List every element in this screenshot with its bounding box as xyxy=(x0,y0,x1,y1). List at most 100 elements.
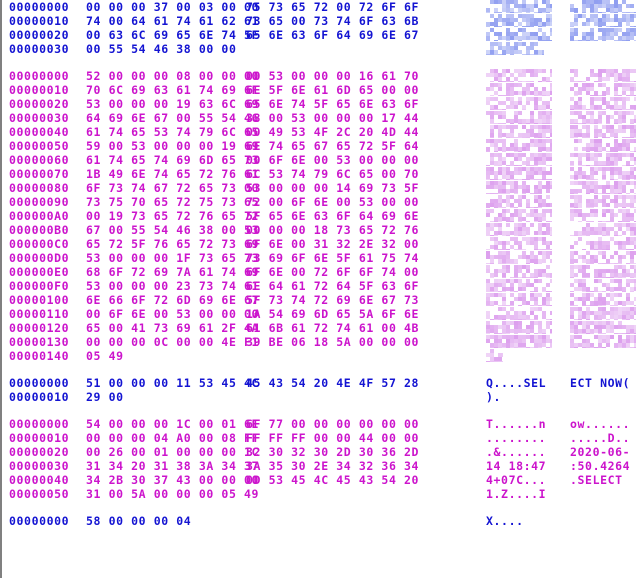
hex-dump-block: 00000000 51 00 00 00 11 53 45 4C 45 43 54 … xyxy=(2,376,639,404)
hex-dump-row[interactable]: 00000020 00 63 6C 69 65 6E 74 5F 65 6E 63 … xyxy=(2,28,639,42)
ascii-text-right: :50.4264 xyxy=(570,459,631,473)
hex-bytes-right: 00 53 00 00 00 16 61 70 xyxy=(246,69,420,83)
hex-bytes-left: 31 34 20 31 38 3A 34 37 xyxy=(86,459,260,473)
ascii-text-right: .SELECT xyxy=(570,473,631,487)
hex-bytes-right: 00 6F 6E 00 53 00 00 00 xyxy=(246,153,420,167)
hex-bytes-left: 73 75 70 65 72 75 73 65 xyxy=(86,195,260,209)
ascii-redacted-left xyxy=(486,279,564,292)
hex-bytes-right: 5F 73 74 72 69 6E 67 73 xyxy=(246,293,420,307)
hex-bytes-right: 6E 64 61 72 64 5F 63 6F xyxy=(246,279,420,293)
ascii-text-left: ........ xyxy=(486,431,547,445)
ascii-redacted-right xyxy=(564,209,639,222)
ascii-text-left: X.... xyxy=(486,514,524,528)
hex-dump-row[interactable]: 000000C0 65 72 5F 76 65 72 73 69 6F 6E 00 … xyxy=(2,237,639,251)
hex-dump-row[interactable]: 00000060 61 74 65 74 69 6D 65 73 00 6F 6E … xyxy=(2,153,639,167)
hex-offset: 000000A0 xyxy=(9,209,70,223)
hex-dump-row[interactable]: 000000B0 67 00 55 54 46 38 00 53 00 00 00 … xyxy=(2,223,639,237)
hex-dump-row[interactable]: 00000020 00 26 00 01 00 00 00 1C 32 30 32 … xyxy=(2,445,639,459)
hex-bytes-left: 53 00 00 00 23 73 74 61 xyxy=(86,279,260,293)
hex-dump-row[interactable]: 000000E0 68 6F 72 69 7A 61 74 69 6F 6E 00 … xyxy=(2,265,639,279)
hex-offset: 00000080 xyxy=(9,181,70,195)
ascii-redacted-right xyxy=(564,42,639,55)
hex-dump-row[interactable]: 00000030 00 55 54 46 38 00 00 xyxy=(2,42,639,56)
ascii-redacted-left xyxy=(486,69,564,82)
hex-dump-row[interactable]: 00000010 00 00 00 04 A0 00 08 FF FF FF FF … xyxy=(2,431,639,445)
block-separator xyxy=(2,501,639,514)
hex-bytes-left: 00 19 73 65 72 76 65 72 xyxy=(86,209,260,223)
hex-dump-row[interactable]: 00000010 29 00). xyxy=(2,390,639,404)
hex-offset: 00000010 xyxy=(9,14,70,28)
hex-dump-row[interactable]: 000000F0 53 00 00 00 23 73 74 61 6E 64 61 … xyxy=(2,279,639,293)
hex-offset: 00000040 xyxy=(9,125,70,139)
hex-dump-row[interactable]: 00000070 1B 49 6E 74 65 72 76 61 6C 53 74 … xyxy=(2,167,639,181)
hex-bytes-right: 00 49 53 4F 2C 20 4D 44 xyxy=(246,125,420,139)
hex-offset: 00000140 xyxy=(9,349,70,363)
ascii-text-right: ECT NOW( xyxy=(570,376,631,390)
hex-bytes-right: 6C 53 74 79 6C 65 00 70 xyxy=(246,167,420,181)
hex-bytes-left: 00 63 6C 69 65 6E 74 5F xyxy=(86,28,260,42)
ascii-text-right: ow...... xyxy=(570,417,631,431)
hex-dump-row[interactable]: 00000000 52 00 00 00 08 00 00 00 00 53 00 … xyxy=(2,69,639,83)
hex-bytes-right: 6E 74 65 67 65 72 5F 64 xyxy=(246,139,420,153)
hex-dump-row[interactable]: 000000D0 53 00 00 00 1F 73 65 73 73 69 6F … xyxy=(2,251,639,265)
hex-bytes-right: 6F 6E 00 72 6F 6F 74 00 xyxy=(246,265,420,279)
ascii-text-left: T......n xyxy=(486,417,547,431)
hex-bytes-right: 00 00 00 18 73 65 72 76 xyxy=(246,223,420,237)
ascii-redacted-left xyxy=(486,0,564,13)
hex-dump-row[interactable]: 00000000 00 00 00 37 00 03 00 00 75 73 65 … xyxy=(2,0,639,14)
ascii-redacted-right xyxy=(564,28,639,41)
block-separator xyxy=(2,404,639,417)
ascii-redacted-right xyxy=(564,223,639,236)
hex-bytes-right: 65 6E 74 5F 65 6E 63 6F xyxy=(246,97,420,111)
hex-bytes-left: 58 00 00 00 04 xyxy=(86,514,192,528)
hex-bytes-left: 31 00 5A 00 00 00 05 49 xyxy=(86,487,260,501)
ascii-text-right: 2020-06- xyxy=(570,445,631,459)
hex-dump-row[interactable]: 00000100 6E 66 6F 72 6D 69 6E 67 5F 73 74 … xyxy=(2,293,639,307)
hex-dump-row[interactable]: 00000030 64 69 6E 67 00 55 54 46 38 00 53 … xyxy=(2,111,639,125)
hex-offset: 00000100 xyxy=(9,293,70,307)
hex-bytes-right: 6F 6E 00 31 32 2E 32 00 xyxy=(246,237,420,251)
hex-dump-row[interactable]: 000000A0 00 19 73 65 72 76 65 72 5F 65 6E … xyxy=(2,209,639,223)
hex-offset: 00000020 xyxy=(9,445,70,459)
hex-dump-block: 00000000 00 00 00 37 00 03 00 00 75 73 65 … xyxy=(2,0,639,56)
ascii-redacted-right xyxy=(564,153,639,166)
hex-dump-row[interactable]: 00000000 54 00 00 00 1C 00 01 6E 6F 77 00 … xyxy=(2,417,639,431)
hex-bytes-left: 65 72 5F 76 65 72 73 69 xyxy=(86,237,260,251)
hex-dump-row[interactable]: 00000010 74 00 64 61 74 61 62 61 73 65 00 … xyxy=(2,14,639,28)
hex-dump-row[interactable]: 00000090 73 75 70 65 72 75 73 65 72 00 6F … xyxy=(2,195,639,209)
hex-bytes-right: 6E 5F 6E 61 6D 65 00 00 xyxy=(246,83,420,97)
hex-dump-row[interactable]: 00000140 05 49 xyxy=(2,349,639,363)
ascii-redacted-left xyxy=(486,97,564,110)
hex-dump-row[interactable]: 00000130 00 00 00 0C 00 00 4E F1 39 BE 06 … xyxy=(2,335,639,349)
hex-offset: 00000090 xyxy=(9,195,70,209)
ascii-redacted-right xyxy=(564,14,639,27)
hex-dump-row[interactable]: 00000040 61 74 65 53 74 79 6C 65 00 49 53 … xyxy=(2,125,639,139)
hex-dump-row[interactable]: 00000000 51 00 00 00 11 53 45 4C 45 43 54 … xyxy=(2,376,639,390)
ascii-redacted-right xyxy=(564,321,639,334)
hex-bytes-left: 53 00 00 00 1F 73 65 73 xyxy=(86,251,260,265)
hex-bytes-left: 00 55 54 46 38 00 00 xyxy=(86,42,237,56)
hex-offset: 00000020 xyxy=(9,28,70,42)
hex-bytes-right: 38 00 53 00 00 00 17 44 xyxy=(246,111,420,125)
hex-dump-row[interactable]: 00000050 31 00 5A 00 00 00 05 49 1.Z....I xyxy=(2,487,639,501)
hex-dump-row[interactable]: 00000080 6F 73 74 67 72 65 73 00 53 00 00 … xyxy=(2,181,639,195)
hex-dump-row[interactable]: 00000020 53 00 00 00 19 63 6C 69 65 6E 74 … xyxy=(2,97,639,111)
hex-dump-row[interactable]: 00000050 59 00 53 00 00 00 19 69 6E 74 65 … xyxy=(2,139,639,153)
hex-dump-row[interactable]: 00000120 65 00 41 73 69 61 2F 4A 61 6B 61 … xyxy=(2,321,639,335)
hex-bytes-left: 29 00 xyxy=(86,390,124,404)
hex-bytes-right: 65 6E 63 6F 64 69 6E 67 xyxy=(246,28,420,42)
hex-dump-row[interactable]: 00000110 00 6F 6E 00 53 00 00 00 1A 54 69 … xyxy=(2,307,639,321)
ascii-redacted-left xyxy=(486,195,564,208)
ascii-redacted-left xyxy=(486,237,564,250)
hex-dump-row[interactable]: 00000010 70 6C 69 63 61 74 69 6F 6E 5F 6E … xyxy=(2,83,639,97)
ascii-text-left: 14 18:47 xyxy=(486,459,547,473)
hex-dump-row[interactable]: 00000030 31 34 20 31 38 3A 34 37 3A 35 30 … xyxy=(2,459,639,473)
hex-dump-row[interactable]: 00000000 58 00 00 00 04 X.... xyxy=(2,514,639,528)
hex-bytes-left: 61 74 65 74 69 6D 65 73 xyxy=(86,153,260,167)
hex-bytes-right: 39 BE 06 18 5A 00 00 00 xyxy=(246,335,420,349)
hex-bytes-left: 00 00 00 0C 00 00 4E F1 xyxy=(86,335,260,349)
hex-dump-row[interactable]: 00000040 34 2B 30 37 43 00 00 00 0D 53 45 … xyxy=(2,473,639,487)
hex-bytes-left: 05 49 xyxy=(86,349,124,363)
hex-offset: 00000060 xyxy=(9,153,70,167)
